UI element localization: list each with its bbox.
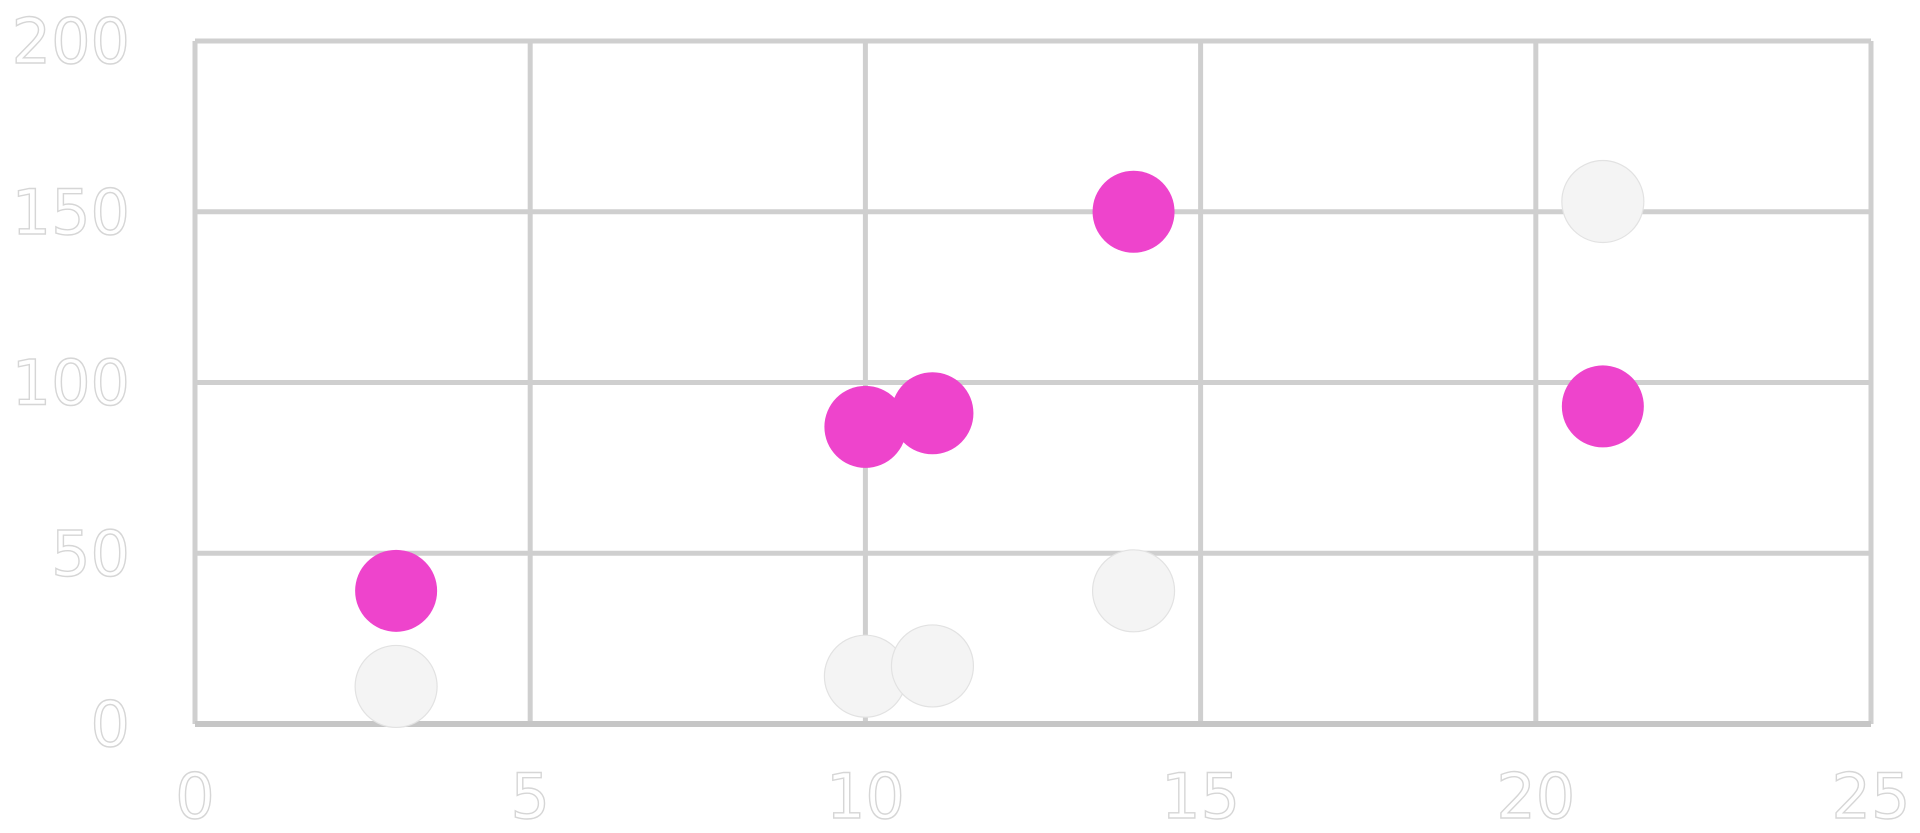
x-tick-label: 15 [1161, 760, 1240, 833]
y-tick-label: 100 [12, 347, 130, 420]
y-axis-tick-labels: 0 50 100 150 200 [11, 4, 131, 761]
data-points [354, 159, 1645, 729]
data-point-pink [1561, 365, 1644, 448]
y-tick-label: 150 [12, 176, 130, 249]
x-tick-label: 5 [510, 760, 549, 833]
data-point-pink [1092, 170, 1175, 253]
data-point-pink [891, 372, 974, 455]
x-tick-label: 0 [175, 760, 214, 833]
x-tick-label: 10 [826, 760, 905, 833]
data-point-light [1091, 549, 1176, 633]
data-point-light [354, 644, 438, 729]
y-tick-label: 0 [91, 688, 130, 761]
data-point-pink [824, 385, 907, 468]
x-axis-tick-labels: 0 5 10 15 20 25 [175, 759, 1912, 833]
x-tick-label: 25 [1832, 760, 1911, 833]
data-point-light [890, 624, 975, 708]
y-tick-label: 50 [51, 517, 130, 590]
x-tick-label: 20 [1496, 760, 1575, 833]
data-point-light [1561, 159, 1645, 244]
y-tick-label: 200 [12, 5, 130, 78]
data-point-pink [355, 549, 438, 632]
